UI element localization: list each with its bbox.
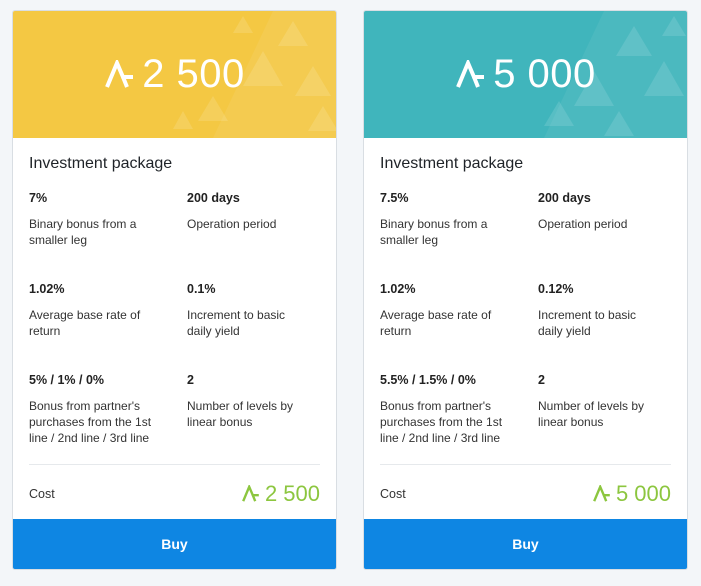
banner-amount: 2 500 [104, 52, 245, 97]
stat-linear-levels: 2 Number of levels by linear bonus [187, 373, 320, 464]
package-card-5000: 5 000 Investment package 7.5% Binary bon… [363, 10, 688, 570]
stat-label: Increment to basic daily yield [538, 308, 637, 338]
cost-amount: 5 000 [592, 481, 671, 507]
stat-value: 5.5% / 1.5% / 0% [380, 373, 476, 387]
stat-value: 200 days [187, 191, 240, 205]
cost-row: Cost 5 000 [380, 465, 671, 522]
stat-label: Number of levels by linear bonus [187, 399, 294, 429]
banner-amount-value: 2 500 [142, 52, 245, 96]
buy-button[interactable]: Buy [364, 519, 687, 569]
stat-base-rate: 1.02% Average base rate of return [380, 282, 538, 373]
stats-grid: 7.5% Binary bonus from a smaller leg 200… [380, 191, 671, 464]
stat-label: Operation period [187, 217, 277, 231]
stat-label: Increment to basic daily yield [187, 308, 286, 338]
stat-label: Binary bonus from a smaller leg [380, 217, 488, 247]
stat-daily-yield-increment: 0.1% Increment to basic daily yield [187, 282, 320, 373]
stat-operation-period: 200 days Operation period [538, 191, 671, 282]
cost-amount: 2 500 [241, 481, 320, 507]
aeternity-icon [242, 484, 259, 502]
divider [29, 464, 320, 465]
cost-amount-value: 2 500 [264, 480, 320, 506]
stat-label: Bonus from partner's purchases from the … [29, 399, 152, 445]
package-banner: 5 000 [364, 11, 687, 138]
stat-label: Binary bonus from a smaller leg [29, 217, 137, 247]
stat-value: 5% / 1% / 0% [29, 373, 105, 387]
buy-button[interactable]: Buy [13, 519, 336, 569]
package-banner: 2 500 [13, 11, 336, 138]
stat-value: 2 [187, 373, 194, 387]
stat-label: Number of levels by linear bonus [538, 399, 645, 429]
divider [380, 464, 671, 465]
stat-partner-bonus: 5% / 1% / 0% Bonus from partner's purcha… [29, 373, 187, 464]
stat-linear-levels: 2 Number of levels by linear bonus [538, 373, 671, 464]
stat-label: Operation period [538, 217, 628, 231]
stat-operation-period: 200 days Operation period [187, 191, 320, 282]
package-card-2500: 2 500 Investment package 7% Binary bonus… [12, 10, 337, 570]
banner-amount: 5 000 [455, 52, 596, 97]
triangle-pattern-decoration [544, 11, 687, 138]
stat-value: 0.12% [538, 282, 574, 296]
stat-binary-bonus: 7% Binary bonus from a smaller leg [29, 191, 187, 282]
aeternity-icon [593, 484, 610, 502]
aeternity-icon [456, 59, 485, 88]
stat-base-rate: 1.02% Average base rate of return [29, 282, 187, 373]
stat-value: 200 days [538, 191, 591, 205]
stat-value: 1.02% [29, 282, 65, 296]
cost-amount-value: 5 000 [615, 480, 671, 506]
stat-partner-bonus: 5.5% / 1.5% / 0% Bonus from partner's pu… [380, 373, 538, 464]
stats-grid: 7% Binary bonus from a smaller leg 200 d… [29, 191, 320, 464]
cost-row: Cost 2 500 [29, 465, 320, 522]
stat-value: 2 [538, 373, 545, 387]
stat-value: 7% [29, 191, 48, 205]
stat-value: 0.1% [187, 282, 216, 296]
cost-label: Cost [380, 486, 406, 501]
cost-label: Cost [29, 486, 55, 501]
triangle-pattern-decoration [173, 11, 336, 138]
aeternity-icon [105, 59, 134, 88]
banner-amount-value: 5 000 [493, 52, 596, 96]
package-title: Investment package [29, 155, 173, 172]
stat-label: Bonus from partner's purchases from the … [380, 399, 503, 445]
stat-value: 1.02% [380, 282, 416, 296]
package-title: Investment package [380, 155, 524, 172]
stat-label: Average base rate of return [380, 308, 492, 338]
stat-binary-bonus: 7.5% Binary bonus from a smaller leg [380, 191, 538, 282]
stat-label: Average base rate of return [29, 308, 141, 338]
stat-value: 7.5% [380, 191, 409, 205]
stat-daily-yield-increment: 0.12% Increment to basic daily yield [538, 282, 671, 373]
